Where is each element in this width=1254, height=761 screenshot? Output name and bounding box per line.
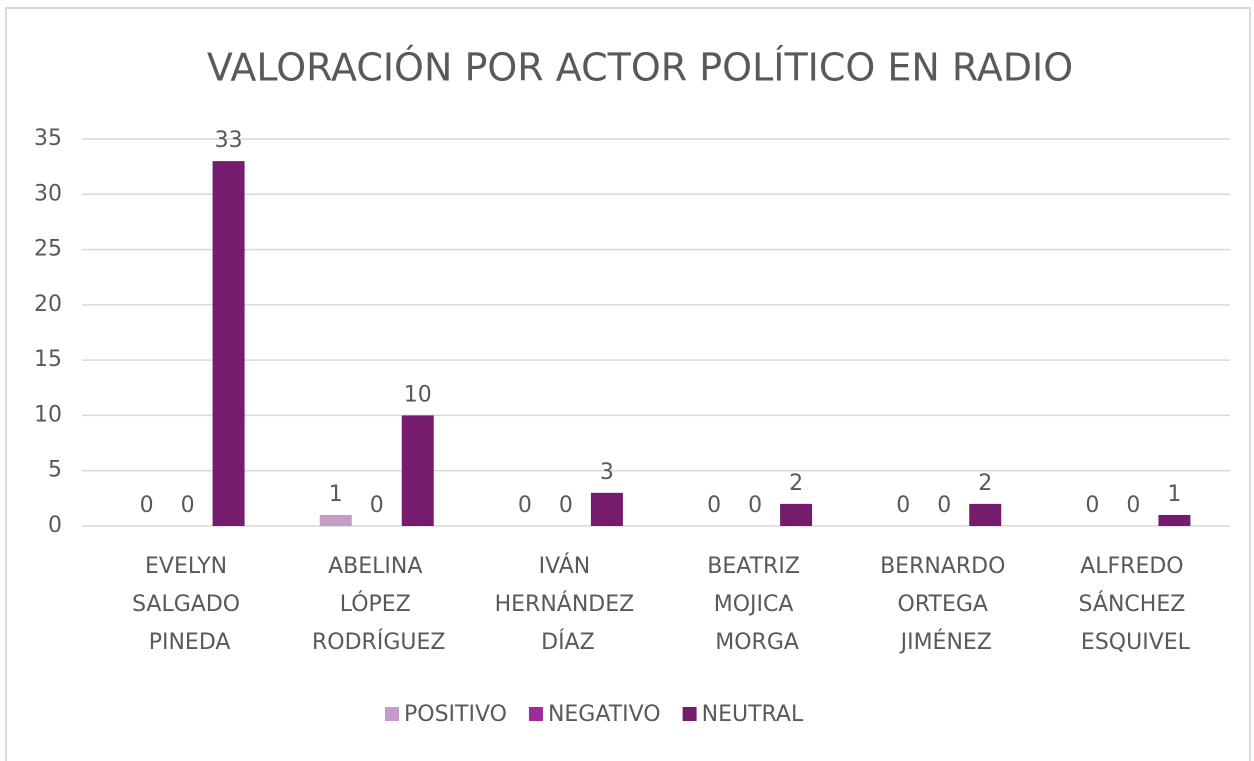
data-label: 2	[789, 471, 803, 496]
data-label: 1	[329, 482, 343, 507]
y-tick-label: 5	[48, 458, 62, 483]
data-label: 0	[140, 493, 154, 518]
chart-title: VALORACIÓN POR ACTOR POLÍTICO EN RADIO	[207, 46, 1073, 90]
bar	[780, 503, 813, 526]
data-label: 3	[600, 460, 614, 485]
bar	[590, 492, 623, 526]
bar	[969, 503, 1002, 526]
legend-label: NEGATIVO	[548, 702, 661, 727]
data-label: 0	[707, 493, 721, 518]
data-label: 0	[1126, 493, 1140, 518]
x-tick-label: BEATRIZ MOJICA MORGA	[707, 554, 807, 655]
legend-label: POSITIVO	[404, 702, 507, 727]
x-tick-label: ABELINA LÓPEZ RODRÍGUEZ	[312, 554, 445, 655]
y-tick-label: 35	[34, 126, 62, 151]
data-label: 0	[896, 493, 910, 518]
x-tick-label: EVELYN SALGADO PINEDA	[132, 554, 247, 655]
bar	[1158, 514, 1191, 526]
y-tick-label: 25	[34, 237, 62, 262]
legend-swatch	[682, 707, 697, 721]
data-label: 0	[937, 493, 951, 518]
y-tick-label: 10	[34, 402, 62, 427]
data-label: 0	[559, 493, 573, 518]
y-tick-label: 15	[34, 347, 62, 372]
data-label: 33	[215, 128, 243, 153]
legend-swatch	[385, 707, 399, 721]
x-tick-label: BERNARDO ORTEGA JIMÉNEZ	[880, 554, 1012, 655]
bar	[212, 161, 245, 526]
bar	[319, 514, 352, 526]
y-tick-label: 20	[34, 292, 62, 317]
x-tick-label: IVÁN HERNÁNDEZ DÍAZ	[495, 553, 642, 655]
y-tick-label: 30	[34, 181, 62, 206]
legend-swatch	[528, 707, 543, 721]
data-label: 0	[370, 493, 384, 518]
x-tick-label: ALFREDO SÁNCHEZ ESQUIVEL	[1079, 554, 1193, 655]
data-label: 0	[181, 493, 195, 518]
data-label: 0	[1085, 493, 1099, 518]
y-tick-label: 0	[48, 513, 62, 538]
data-label: 10	[404, 382, 432, 407]
data-label: 0	[518, 493, 532, 518]
bar	[401, 415, 434, 526]
data-label: 0	[748, 493, 762, 518]
data-label: 1	[1167, 482, 1181, 507]
data-label: 2	[978, 471, 992, 496]
legend-label: NEUTRAL	[702, 702, 804, 727]
